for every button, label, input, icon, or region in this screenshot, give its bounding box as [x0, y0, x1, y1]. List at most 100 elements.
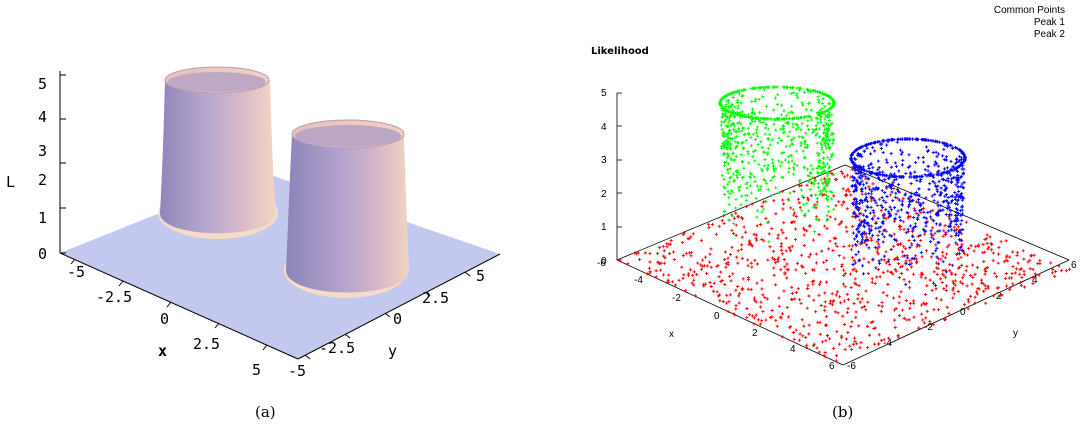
point-common — [902, 245, 906, 249]
point-peak-2 — [907, 153, 911, 157]
point-common — [893, 267, 897, 272]
point-common — [969, 244, 973, 248]
point-peak-2 — [896, 189, 901, 194]
point-peak-2 — [942, 158, 946, 162]
point-common — [860, 297, 864, 301]
point-common — [699, 263, 703, 267]
point-peak-1 — [831, 137, 835, 142]
point-peak-1 — [731, 127, 736, 131]
point-common — [956, 289, 960, 294]
point-common — [955, 243, 959, 247]
point-peak-1 — [817, 154, 821, 158]
point-peak-2 — [900, 203, 905, 207]
point-common — [736, 215, 740, 219]
point-common — [827, 337, 832, 341]
point-peak-2 — [924, 224, 928, 228]
point-common — [692, 283, 696, 287]
point-peak-1 — [725, 147, 730, 151]
point-common — [734, 223, 738, 227]
point-common — [754, 300, 758, 304]
point-common — [712, 281, 716, 285]
point-peak-1 — [737, 113, 741, 117]
point-peak-1 — [737, 120, 742, 124]
z-axis-ticks — [60, 74, 66, 254]
point-peak-2 — [869, 162, 873, 166]
point-peak-2 — [957, 252, 961, 256]
point-peak-1 — [815, 203, 819, 207]
point-common — [818, 332, 822, 336]
point-peak-1 — [750, 99, 754, 104]
point-common — [829, 171, 833, 175]
point-common — [907, 238, 911, 243]
point-peak-1 — [827, 124, 831, 128]
point-peak-2 — [893, 174, 897, 179]
point-peak-2 — [962, 167, 966, 171]
point-peak-1 — [734, 206, 738, 210]
point-common — [788, 246, 792, 250]
point-peak-2 — [945, 166, 949, 170]
point-common — [681, 276, 685, 280]
point-peak-1 — [762, 88, 766, 92]
point-common — [960, 232, 964, 236]
point-peak-2 — [890, 138, 894, 142]
point-peak-1 — [811, 167, 815, 171]
point-common — [809, 181, 814, 185]
point-peak-1 — [731, 172, 736, 176]
point-peak-1 — [741, 140, 745, 144]
point-common — [747, 242, 751, 247]
point-common — [840, 220, 844, 224]
point-common — [929, 235, 934, 239]
point-peak-2 — [954, 202, 958, 206]
point-peak-2 — [912, 215, 916, 220]
point-peak-1 — [831, 132, 836, 136]
point-peak-1 — [725, 142, 729, 146]
point-peak-1 — [787, 111, 791, 115]
point-common — [1018, 281, 1023, 285]
point-common — [974, 245, 978, 249]
point-peak-1 — [751, 115, 755, 120]
point-peak-2 — [943, 141, 947, 146]
point-peak-2 — [856, 230, 861, 234]
point-peak-2 — [905, 137, 909, 141]
point-common — [1029, 254, 1033, 258]
point-peak-2 — [959, 228, 963, 232]
point-common — [1026, 260, 1030, 264]
point-peak-1 — [824, 135, 828, 140]
point-common — [691, 232, 695, 236]
point-peak-2 — [935, 188, 939, 192]
point-common — [722, 221, 726, 226]
z-tick-label-b: 4 — [601, 122, 607, 133]
point-peak-2 — [914, 193, 918, 197]
point-common — [770, 315, 774, 319]
point-peak-1 — [754, 196, 758, 201]
point-peak-2 — [944, 270, 948, 274]
point-peak-1 — [828, 138, 832, 143]
point-common — [898, 227, 902, 231]
point-peak-2 — [954, 241, 958, 245]
point-peak-1 — [806, 114, 811, 118]
point-peak-2 — [934, 150, 938, 154]
point-peak-2 — [899, 218, 903, 223]
point-peak-2 — [881, 150, 885, 155]
point-common — [919, 273, 923, 277]
point-common — [945, 252, 949, 256]
point-common — [714, 232, 719, 236]
point-peak-1 — [746, 126, 750, 130]
point-peak-1 — [811, 175, 815, 180]
y-tick-label-b: 2 — [996, 291, 1002, 302]
point-common — [828, 215, 832, 219]
point-peak-1 — [749, 136, 753, 140]
point-common — [851, 342, 855, 346]
point-common — [776, 259, 780, 264]
point-peak-1 — [832, 207, 836, 211]
point-peak-1 — [719, 123, 723, 127]
point-common — [701, 264, 705, 268]
point-peak-2 — [867, 223, 871, 228]
point-peak-2 — [888, 213, 892, 218]
point-common — [1031, 281, 1035, 286]
point-peak-2 — [859, 145, 863, 149]
point-peak-2 — [877, 166, 881, 170]
point-common — [869, 236, 873, 240]
point-common — [867, 260, 871, 264]
point-peak-1 — [805, 201, 809, 205]
